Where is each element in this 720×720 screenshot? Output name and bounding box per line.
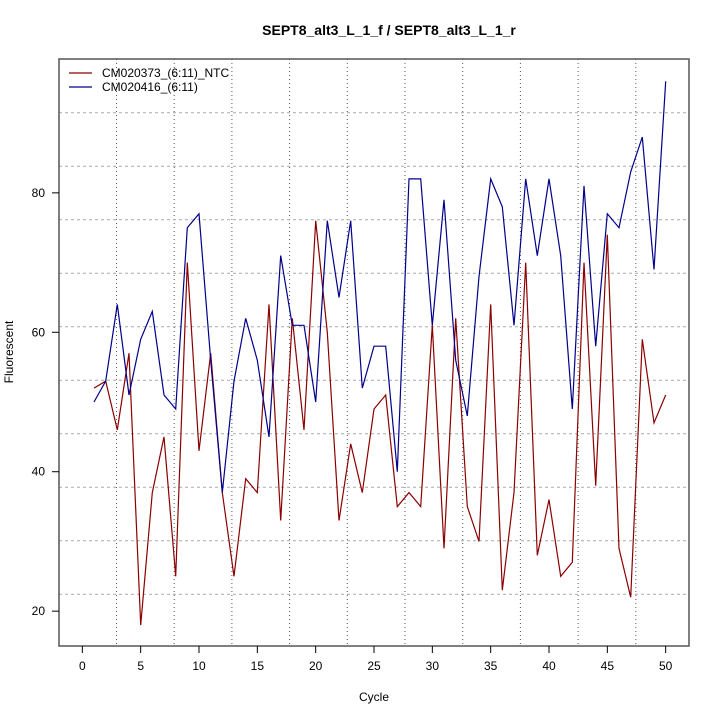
legend-label-sample: CM020416_(6:11) (102, 80, 198, 94)
legend: CM020373_(6:11)_NTC CM020416_(6:11) (69, 66, 230, 94)
y-tick-label: 40 (32, 465, 46, 479)
y-tick-label: 20 (32, 604, 46, 618)
x-tick-label: 35 (484, 659, 498, 673)
x-tick-label: 0 (79, 659, 86, 673)
x-tick-label: 50 (659, 659, 673, 673)
series-line-ntc (93, 220, 667, 626)
series-layer (93, 81, 667, 626)
series-line-sample (93, 81, 667, 493)
grid-lines (59, 59, 689, 646)
x-tick-label: 45 (601, 659, 615, 673)
y-tick-label: 80 (32, 186, 46, 200)
x-tick-label: 5 (137, 659, 144, 673)
y-axis: 20 40 60 80 (32, 186, 59, 618)
chart-title: SEPT8_alt3_L_1_f / SEPT8_alt3_L_1_r (262, 22, 516, 38)
x-tick-label: 25 (367, 659, 381, 673)
x-tick-label: 30 (426, 659, 440, 673)
x-tick-label: 15 (251, 659, 265, 673)
x-tick-label: 20 (309, 659, 323, 673)
legend-label-ntc: CM020373_(6:11)_NTC (102, 66, 230, 80)
x-tick-label: 40 (542, 659, 556, 673)
y-axis-label: Fluorescent (2, 320, 16, 383)
x-axis-label: Cycle (359, 690, 389, 704)
y-tick-label: 60 (32, 325, 46, 339)
x-tick-label: 10 (192, 659, 206, 673)
x-axis: 0 5 10 15 20 25 30 35 40 45 50 (79, 646, 673, 673)
